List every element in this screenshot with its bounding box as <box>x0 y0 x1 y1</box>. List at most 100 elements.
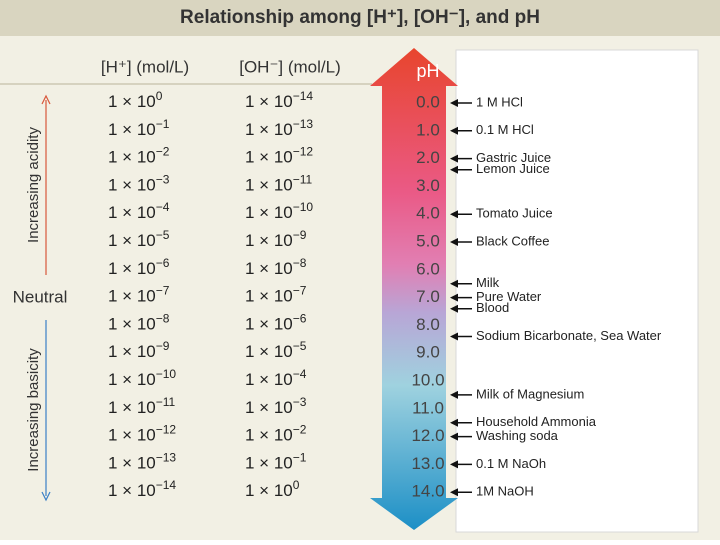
base-label: Increasing basicity <box>25 348 42 472</box>
oh-base: 1 × 10 <box>245 370 293 389</box>
h-value: 1 × 10−7 <box>108 284 170 306</box>
h-value: 1 × 10−13 <box>108 451 176 473</box>
substance-label: Black Coffee <box>476 233 549 248</box>
oh-exp: −11 <box>293 173 313 187</box>
h-value: 1 × 10−4 <box>108 200 170 222</box>
pointer-head <box>450 418 458 427</box>
h-value: 1 × 10−6 <box>108 256 170 278</box>
ph-value: 14.0 <box>411 482 444 501</box>
ph-value: 10.0 <box>411 370 444 389</box>
substance-label: 1 M HCl <box>476 94 523 109</box>
h-base: 1 × 10 <box>108 426 156 445</box>
h-exp: −6 <box>156 256 170 270</box>
oh-base: 1 × 10 <box>245 259 293 278</box>
h-value: 1 × 10−8 <box>108 312 170 334</box>
title-bar <box>0 0 720 36</box>
pointer-head <box>450 332 458 341</box>
oh-exp: −6 <box>293 312 307 326</box>
oh-exp: −7 <box>293 284 307 298</box>
label-panel <box>455 49 699 533</box>
h-exp: −14 <box>156 478 177 492</box>
oh-exp: −9 <box>293 228 307 242</box>
oh-base: 1 × 10 <box>245 231 293 250</box>
oh-value: 1 × 10−8 <box>245 256 307 278</box>
pointer-head <box>450 460 458 469</box>
pointer-head <box>450 390 458 399</box>
oh-exp: −1 <box>293 451 307 465</box>
oh-value: 1 × 10−10 <box>245 200 313 222</box>
oh-base: 1 × 10 <box>245 148 293 167</box>
ph-value: 1.0 <box>416 120 440 139</box>
oh-exp: 0 <box>293 478 300 492</box>
h-exp: −11 <box>156 395 176 409</box>
h-value: 1 × 10−12 <box>108 423 176 445</box>
h-value: 1 × 10−14 <box>108 478 176 500</box>
h-exp: −9 <box>156 339 170 353</box>
h-base: 1 × 10 <box>108 482 156 501</box>
pointer-head <box>450 154 458 163</box>
oh-exp: −13 <box>293 117 314 131</box>
substance-label: Gastric Juice <box>476 150 551 165</box>
substance-label: Household Ammonia <box>476 414 597 429</box>
oh-exp: −14 <box>293 89 314 103</box>
h-value: 1 × 100 <box>108 89 163 111</box>
h-base: 1 × 10 <box>108 176 156 195</box>
pointer-head <box>450 293 458 302</box>
pointer-head <box>450 99 458 107</box>
substance-label: Washing soda <box>476 428 559 443</box>
pointer-head <box>450 165 458 174</box>
h-exp: −3 <box>156 173 170 187</box>
h-base: 1 × 10 <box>108 259 156 278</box>
h-base: 1 × 10 <box>108 315 156 334</box>
oh-base: 1 × 10 <box>245 343 293 362</box>
oh-base: 1 × 10 <box>245 454 293 473</box>
h-exp: −5 <box>156 228 170 242</box>
h-value: 1 × 10−3 <box>108 173 170 195</box>
substance-label: 1M NaOH <box>476 484 534 499</box>
oh-value: 1 × 10−2 <box>245 423 307 445</box>
ph-value: 13.0 <box>411 454 444 473</box>
substance-label: 0.1 M HCl <box>476 122 534 137</box>
h-base: 1 × 10 <box>108 343 156 362</box>
oh-base: 1 × 10 <box>245 426 293 445</box>
h-value: 1 × 10−10 <box>108 367 176 389</box>
ph-value: 5.0 <box>416 231 440 250</box>
oh-base: 1 × 10 <box>245 482 293 501</box>
ph-value: 2.0 <box>416 148 440 167</box>
h-exp: −10 <box>156 367 177 381</box>
h-value: 1 × 10−2 <box>108 145 170 167</box>
neutral-label: Neutral <box>13 287 68 306</box>
oh-base: 1 × 10 <box>245 176 293 195</box>
oh-header: [OH⁻] (mol/L) <box>239 57 341 76</box>
oh-value: 1 × 10−4 <box>245 367 307 389</box>
h-exp: −7 <box>156 284 170 298</box>
oh-base: 1 × 10 <box>245 315 293 334</box>
h-base: 1 × 10 <box>108 204 156 223</box>
h-base: 1 × 10 <box>108 148 156 167</box>
oh-base: 1 × 10 <box>245 204 293 223</box>
pointer-head <box>450 238 458 246</box>
ph-value: 4.0 <box>416 204 440 223</box>
pointer-head <box>450 210 458 219</box>
oh-exp: −3 <box>293 395 307 409</box>
ph-arrow <box>370 48 458 530</box>
oh-value: 1 × 10−9 <box>245 228 307 250</box>
h-base: 1 × 10 <box>108 370 156 389</box>
h-exp: −4 <box>156 200 170 214</box>
pointer-head <box>450 488 458 497</box>
oh-value: 1 × 10−12 <box>245 145 313 167</box>
h-base: 1 × 10 <box>108 454 156 473</box>
oh-base: 1 × 10 <box>245 398 293 417</box>
ph-value: 9.0 <box>416 343 440 362</box>
substance-label: Lemon Juice <box>476 161 550 176</box>
ph-value: 0.0 <box>416 92 440 111</box>
h-exp: −12 <box>156 423 177 437</box>
oh-value: 1 × 10−13 <box>245 117 313 139</box>
title: Relationship among [H⁺], [OH⁻], and pH <box>180 7 540 28</box>
oh-value: 1 × 10−6 <box>245 312 307 334</box>
h-base: 1 × 10 <box>108 92 156 111</box>
ph-value: 8.0 <box>416 315 440 334</box>
oh-base: 1 × 10 <box>245 287 293 306</box>
base-arrow-head <box>41 491 51 502</box>
